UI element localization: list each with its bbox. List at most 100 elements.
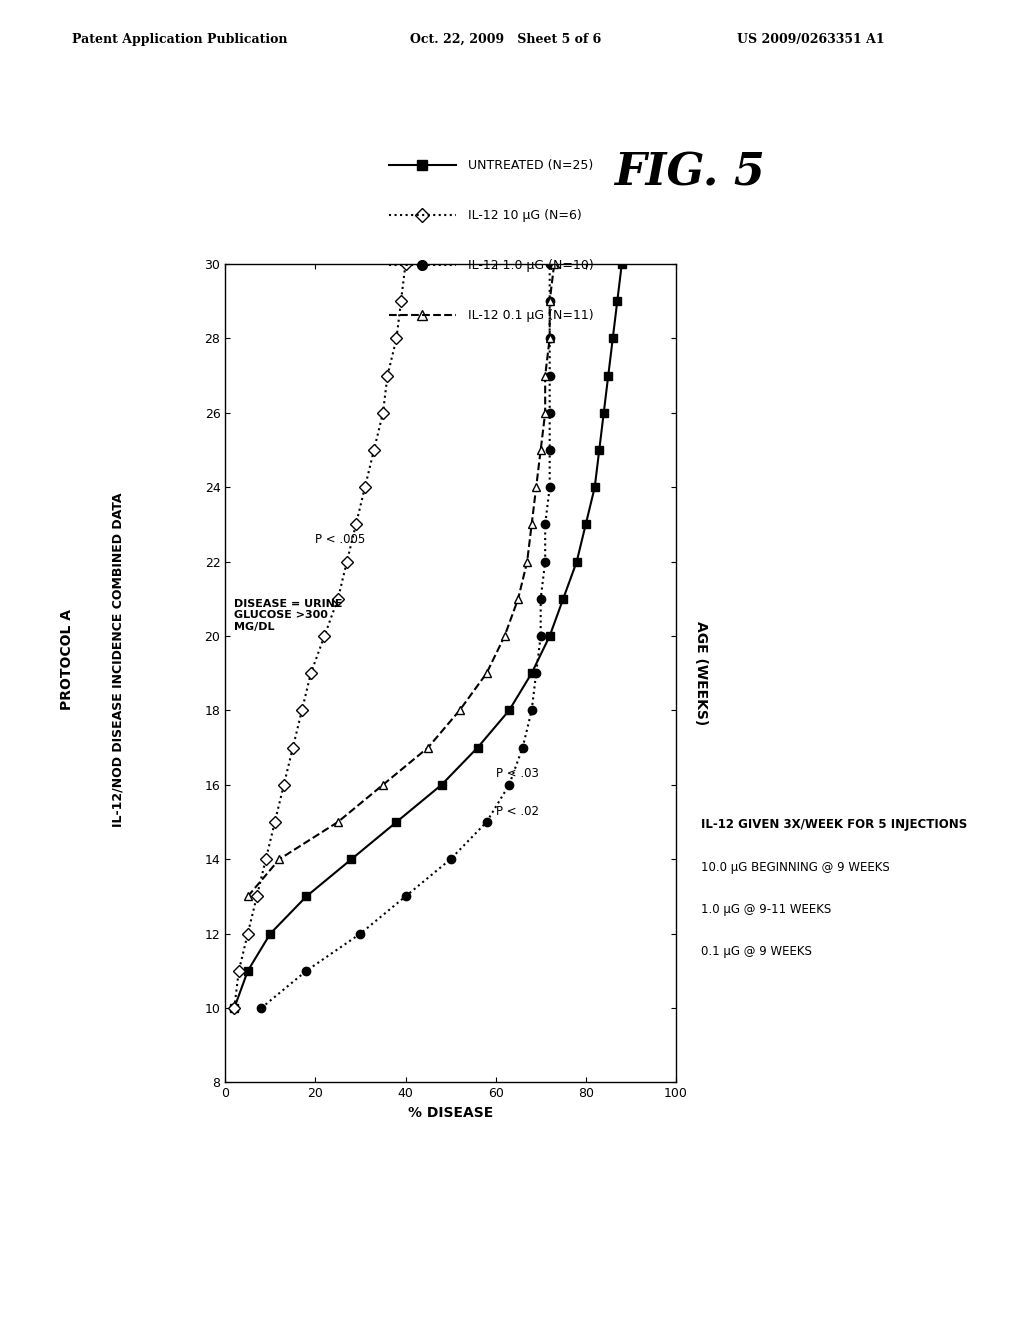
IL-12 1.0 μG (N=10) <box>535 628 547 644</box>
IL-12 10 μG (N=6) <box>305 665 317 681</box>
Text: 0.1 μG @ 9 WEEKS: 0.1 μG @ 9 WEEKS <box>701 945 812 958</box>
IL-12 1.0 μG (N=10) <box>544 256 556 272</box>
UNTREATED (N=25) <box>570 553 583 569</box>
IL-12 0.1 μG (N=11) <box>422 739 434 755</box>
IL-12 1.0 μG (N=10) <box>255 1001 267 1016</box>
UNTREATED (N=25) <box>390 814 402 830</box>
IL-12 1.0 μG (N=10) <box>535 591 547 607</box>
IL-12 1.0 μG (N=10) <box>530 665 543 681</box>
Line: IL-12 0.1 μG (N=11): IL-12 0.1 μG (N=11) <box>244 260 558 900</box>
IL-12 10 μG (N=6) <box>228 1001 241 1016</box>
IL-12 0.1 μG (N=11) <box>548 256 560 272</box>
IL-12 10 μG (N=6) <box>242 925 254 941</box>
IL-12 1.0 μG (N=10) <box>399 888 412 904</box>
IL-12 1.0 μG (N=10) <box>544 442 556 458</box>
IL-12 10 μG (N=6) <box>278 777 290 793</box>
UNTREATED (N=25) <box>606 330 618 346</box>
Text: Oct. 22, 2009   Sheet 5 of 6: Oct. 22, 2009 Sheet 5 of 6 <box>410 33 601 46</box>
IL-12 1.0 μG (N=10) <box>544 405 556 421</box>
UNTREATED (N=25) <box>264 925 276 941</box>
IL-12 10 μG (N=6) <box>377 405 389 421</box>
Text: P < .005: P < .005 <box>315 533 366 546</box>
IL-12 0.1 μG (N=11) <box>535 442 547 458</box>
IL-12 1.0 μG (N=10) <box>539 553 551 569</box>
Text: DISEASE = URINE
GLUCOSE >300
MG/DL: DISEASE = URINE GLUCOSE >300 MG/DL <box>234 599 343 632</box>
IL-12 10 μG (N=6) <box>390 330 402 346</box>
Text: IL-12/NOD DISEASE INCIDENCE COMBINED DATA: IL-12/NOD DISEASE INCIDENCE COMBINED DAT… <box>112 492 124 828</box>
Text: IL-12 0.1 μG (N=11): IL-12 0.1 μG (N=11) <box>468 309 594 322</box>
IL-12 10 μG (N=6) <box>395 293 408 309</box>
IL-12 10 μG (N=6) <box>287 739 299 755</box>
Text: UNTREATED (N=25): UNTREATED (N=25) <box>468 158 593 172</box>
Line: IL-12 1.0 μG (N=10): IL-12 1.0 μG (N=10) <box>257 260 554 1012</box>
IL-12 0.1 μG (N=11) <box>521 553 534 569</box>
IL-12 1.0 μG (N=10) <box>300 962 312 978</box>
IL-12 0.1 μG (N=11) <box>512 591 524 607</box>
IL-12 1.0 μG (N=10) <box>544 293 556 309</box>
UNTREATED (N=25) <box>611 293 624 309</box>
UNTREATED (N=25) <box>503 702 515 718</box>
X-axis label: % DISEASE: % DISEASE <box>408 1106 494 1119</box>
IL-12 0.1 μG (N=11) <box>544 330 556 346</box>
Text: AGE (WEEKS): AGE (WEEKS) <box>694 622 709 725</box>
IL-12 1.0 μG (N=10) <box>544 479 556 495</box>
Text: IL-12 10 μG (N=6): IL-12 10 μG (N=6) <box>468 209 582 222</box>
Line: IL-12 10 μG (N=6): IL-12 10 μG (N=6) <box>230 260 410 1012</box>
UNTREATED (N=25) <box>589 479 601 495</box>
UNTREATED (N=25) <box>615 256 628 272</box>
Text: 10.0 μG BEGINNING @ 9 WEEKS: 10.0 μG BEGINNING @ 9 WEEKS <box>701 861 890 874</box>
UNTREATED (N=25) <box>598 405 610 421</box>
UNTREATED (N=25) <box>228 1001 241 1016</box>
Text: US 2009/0263351 A1: US 2009/0263351 A1 <box>737 33 885 46</box>
IL-12 10 μG (N=6) <box>268 814 281 830</box>
UNTREATED (N=25) <box>242 962 254 978</box>
UNTREATED (N=25) <box>435 777 447 793</box>
UNTREATED (N=25) <box>602 368 614 384</box>
IL-12 10 μG (N=6) <box>296 702 308 718</box>
UNTREATED (N=25) <box>300 888 312 904</box>
IL-12 10 μG (N=6) <box>368 442 380 458</box>
IL-12 10 μG (N=6) <box>341 553 353 569</box>
IL-12 1.0 μG (N=10) <box>544 330 556 346</box>
IL-12 0.1 μG (N=11) <box>242 888 254 904</box>
IL-12 0.1 μG (N=11) <box>454 702 466 718</box>
Text: 1.0 μG @ 9-11 WEEKS: 1.0 μG @ 9-11 WEEKS <box>701 903 831 916</box>
IL-12 10 μG (N=6) <box>260 851 272 867</box>
IL-12 10 μG (N=6) <box>332 591 344 607</box>
IL-12 10 μG (N=6) <box>350 516 362 532</box>
IL-12 1.0 μG (N=10) <box>354 925 367 941</box>
IL-12 1.0 μG (N=10) <box>544 368 556 384</box>
IL-12 0.1 μG (N=11) <box>539 405 551 421</box>
IL-12 0.1 μG (N=11) <box>499 628 511 644</box>
IL-12 1.0 μG (N=10) <box>525 702 538 718</box>
Text: P < .02: P < .02 <box>496 805 539 817</box>
Line: UNTREATED (N=25): UNTREATED (N=25) <box>230 260 626 1012</box>
IL-12 0.1 μG (N=11) <box>544 293 556 309</box>
IL-12 1.0 μG (N=10) <box>480 814 493 830</box>
Text: P < .03: P < .03 <box>496 767 539 780</box>
IL-12 10 μG (N=6) <box>381 368 393 384</box>
UNTREATED (N=25) <box>345 851 357 867</box>
UNTREATED (N=25) <box>544 628 556 644</box>
IL-12 1.0 μG (N=10) <box>516 739 528 755</box>
UNTREATED (N=25) <box>471 739 483 755</box>
Text: Patent Application Publication: Patent Application Publication <box>72 33 287 46</box>
IL-12 0.1 μG (N=11) <box>480 665 493 681</box>
UNTREATED (N=25) <box>580 516 592 532</box>
IL-12 1.0 μG (N=10) <box>503 777 515 793</box>
Text: IL-12 1.0 μG (N=10): IL-12 1.0 μG (N=10) <box>468 259 594 272</box>
Text: IL-12 GIVEN 3X/WEEK FOR 5 INJECTIONS: IL-12 GIVEN 3X/WEEK FOR 5 INJECTIONS <box>701 818 968 832</box>
IL-12 10 μG (N=6) <box>358 479 371 495</box>
Text: PROTOCOL A: PROTOCOL A <box>59 610 74 710</box>
IL-12 1.0 μG (N=10) <box>444 851 457 867</box>
IL-12 0.1 μG (N=11) <box>332 814 344 830</box>
UNTREATED (N=25) <box>557 591 569 607</box>
IL-12 10 μG (N=6) <box>399 256 412 272</box>
IL-12 0.1 μG (N=11) <box>530 479 543 495</box>
IL-12 10 μG (N=6) <box>318 628 331 644</box>
Text: FIG. 5: FIG. 5 <box>614 152 765 195</box>
UNTREATED (N=25) <box>593 442 605 458</box>
UNTREATED (N=25) <box>525 665 538 681</box>
IL-12 0.1 μG (N=11) <box>273 851 286 867</box>
IL-12 10 μG (N=6) <box>232 962 245 978</box>
